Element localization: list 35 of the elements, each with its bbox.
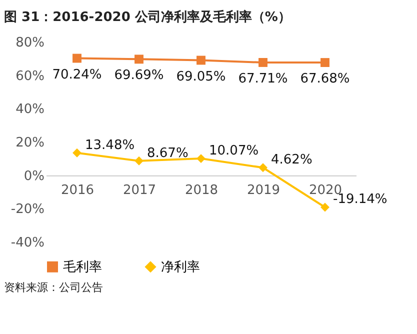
x-tick-label: 2017 [122, 182, 156, 198]
data-label: 67.71% [238, 71, 288, 86]
point [320, 202, 330, 212]
y-tick-label: 0% [24, 168, 44, 184]
data-label: 13.48% [85, 138, 135, 153]
y-tick-label: 20% [16, 136, 44, 150]
data-label: 8.67% [147, 146, 188, 161]
data-label: -19.14% [333, 192, 388, 208]
y-tick-label: 80% [16, 36, 44, 50]
point [72, 148, 82, 158]
data-label: 69.05% [176, 69, 226, 84]
point [196, 56, 206, 65]
point [320, 58, 330, 68]
legend-label: 净利率 [161, 258, 200, 275]
y-tick-label: -40% [10, 236, 44, 250]
y-tick-label: 40% [16, 102, 44, 118]
point [134, 156, 144, 166]
point [72, 54, 82, 63]
point [196, 154, 206, 164]
data-label: 10.07% [209, 144, 259, 159]
point [134, 54, 144, 64]
legend-label: 毛利率 [63, 258, 102, 275]
x-tick-label: 2019 [246, 182, 280, 198]
data-label: 4.62% [271, 152, 312, 168]
y-tick-label: -20% [10, 202, 44, 218]
data-label: 70.24% [52, 67, 102, 82]
x-tick-label: 2018 [184, 182, 218, 198]
y-tick-label: 60% [16, 68, 44, 84]
chart-title: 图 31：2016-2020 公司净利率及毛利率（%） [3, 8, 292, 26]
data-label: 67.68% [300, 72, 350, 87]
point [258, 58, 268, 67]
x-tick-label: 2016 [60, 182, 94, 198]
point [258, 163, 268, 172]
text: 资料来源：公司公告 [3, 280, 104, 295]
data-label: 69.69% [114, 68, 164, 84]
